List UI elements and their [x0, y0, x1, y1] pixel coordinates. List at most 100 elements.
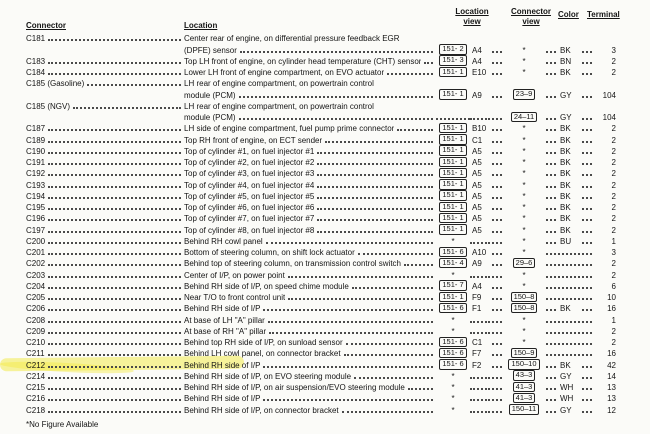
connector-id-cell: C201	[26, 248, 184, 257]
location-grid-ref: C1	[472, 135, 483, 145]
connector-id-cell: C215	[26, 383, 184, 392]
connector-id-cell: C209	[26, 327, 184, 336]
table-row-line: C215 Behind RH side of I/P, on air suspen…	[26, 381, 616, 392]
connector-id-cell: C216	[26, 394, 184, 403]
location-text-continued: module (PCM)	[184, 90, 236, 100]
dot-leader	[582, 410, 592, 413]
dot-leader	[582, 365, 592, 368]
wire-color: BK	[560, 169, 571, 179]
dot-leader	[317, 230, 433, 233]
location-text: Behind RH side of I/P, on connector brac…	[184, 405, 339, 415]
connector-view-ref: 150–8	[504, 302, 544, 314]
dot-leader	[492, 118, 502, 120]
dot-leader	[546, 309, 556, 312]
table-row: C192 Top of cylinder #3, on fuel injector…	[26, 167, 616, 179]
table-row: C206 Behind RH side of I/P 151- 6 F1 150–8 BK…	[26, 302, 616, 314]
dot-leader	[582, 298, 592, 300]
terminal-count: 2	[611, 169, 616, 179]
location-grid-ref	[470, 388, 490, 390]
footnote: *No Figure Available	[26, 419, 99, 429]
table-row-line: C187 LH side of engine compartment, fuel …	[26, 122, 616, 134]
connector-id: C203	[26, 270, 46, 280]
dot-leader	[387, 73, 433, 75]
dot-leader	[492, 298, 502, 300]
table-row-line: C192 Top of cylinder #3, on fuel injector…	[26, 167, 616, 179]
table-row: C193 Top of cylinder #4, on fuel injector…	[26, 178, 616, 190]
table-row-line: C184 Lower LH front of engine compartment…	[26, 66, 616, 77]
location-view-box: 151- 6	[439, 347, 467, 359]
wire-color: GY	[560, 371, 572, 381]
connector-id-cell: C206	[26, 304, 184, 313]
dot-leader	[492, 151, 502, 154]
location-view-box: 151- 1	[439, 134, 467, 145]
location-view-ref: 151- 4	[436, 257, 470, 269]
dot-leader	[317, 163, 433, 165]
connector-id: C212	[26, 360, 46, 370]
table-row-line: C200 Behind RH cowl panel * * BU 1	[26, 235, 616, 246]
dot-leader	[238, 95, 433, 98]
connector-view-ref: 29–6	[504, 257, 544, 269]
location-grid-ref: A5	[472, 191, 482, 201]
wire-color: BK	[560, 360, 571, 370]
dot-leader	[492, 264, 502, 267]
location-view-ref: *	[451, 371, 455, 381]
wire-color: BK	[560, 158, 571, 167]
dot-leader	[492, 376, 502, 379]
table-row: C197 Top of cylinder #8, on fuel injector…	[26, 223, 616, 235]
dot-leader	[546, 331, 556, 334]
location-grid-ref: A10	[472, 248, 487, 257]
location-view-ref: 151- 1	[436, 89, 470, 100]
connector-view-ref: *	[522, 338, 526, 347]
connector-id: C191	[26, 158, 46, 167]
connector-id-cell: C211	[26, 349, 184, 358]
terminal-count: 2	[611, 180, 616, 190]
dot-leader	[546, 376, 556, 379]
dot-leader	[492, 399, 502, 402]
connector-id: C196	[26, 214, 46, 224]
location-text: LH side of engine compartment, fuel pump…	[184, 124, 395, 134]
connector-id-cell: C192	[26, 169, 184, 178]
dot-leader	[48, 399, 181, 402]
dot-leader	[492, 174, 502, 177]
table-row: C181 Center rear of engine, on differenti…	[26, 32, 616, 55]
connector-view-ref: *	[522, 236, 526, 246]
location-view-ref: 151- 7	[436, 280, 470, 291]
dot-leader	[317, 174, 433, 177]
wire-color	[558, 298, 580, 300]
table-row-line: C195 Top of cylinder #6, on fuel injector…	[26, 201, 616, 212]
dot-leader	[48, 174, 181, 177]
location-view-ref: 151- 1	[436, 134, 470, 145]
terminal-count: 2	[611, 135, 616, 145]
dot-leader	[397, 129, 433, 132]
wire-color: BN	[560, 56, 572, 66]
dot-leader	[492, 219, 502, 222]
connector-id-cell: C205	[26, 293, 184, 302]
connector-id: C205	[26, 293, 46, 302]
wire-color	[558, 331, 580, 334]
dot-leader	[582, 174, 592, 177]
connector-view-ref: 23–9	[504, 89, 544, 100]
connector-view-box: 23–9	[512, 89, 536, 100]
wire-color: BK	[560, 45, 571, 55]
terminal-count: 2	[611, 259, 616, 269]
location-view-box: 151- 2	[439, 44, 467, 55]
connector-view-box: 150–11	[508, 404, 540, 415]
location-view-ref: *	[451, 383, 455, 392]
dot-leader	[73, 106, 181, 109]
location-text-continued: module (PCM)	[184, 113, 236, 122]
location-text: Top RH front of engine, on ECT sender	[184, 135, 323, 145]
dot-leader	[48, 365, 181, 368]
dot-leader	[263, 399, 433, 402]
connector-id-cell: C184	[26, 68, 184, 77]
connector-view-ref: *	[522, 146, 526, 156]
connector-id: C206	[26, 304, 46, 314]
location-view-ref: 151- 1	[436, 66, 470, 77]
connector-view-ref: 150–9	[504, 347, 544, 359]
terminal-count: 12	[607, 405, 616, 415]
connector-view-box: 150–8	[510, 291, 538, 302]
terminal-count: 2	[611, 203, 616, 212]
location-text: Near T/O to front control unit	[184, 293, 286, 302]
location-grid-ref: A5	[472, 180, 482, 190]
location-text: Top of cylinder #8, on fuel injector #8	[184, 225, 315, 235]
location-text: Behind top of steering column, on transm…	[184, 259, 401, 269]
